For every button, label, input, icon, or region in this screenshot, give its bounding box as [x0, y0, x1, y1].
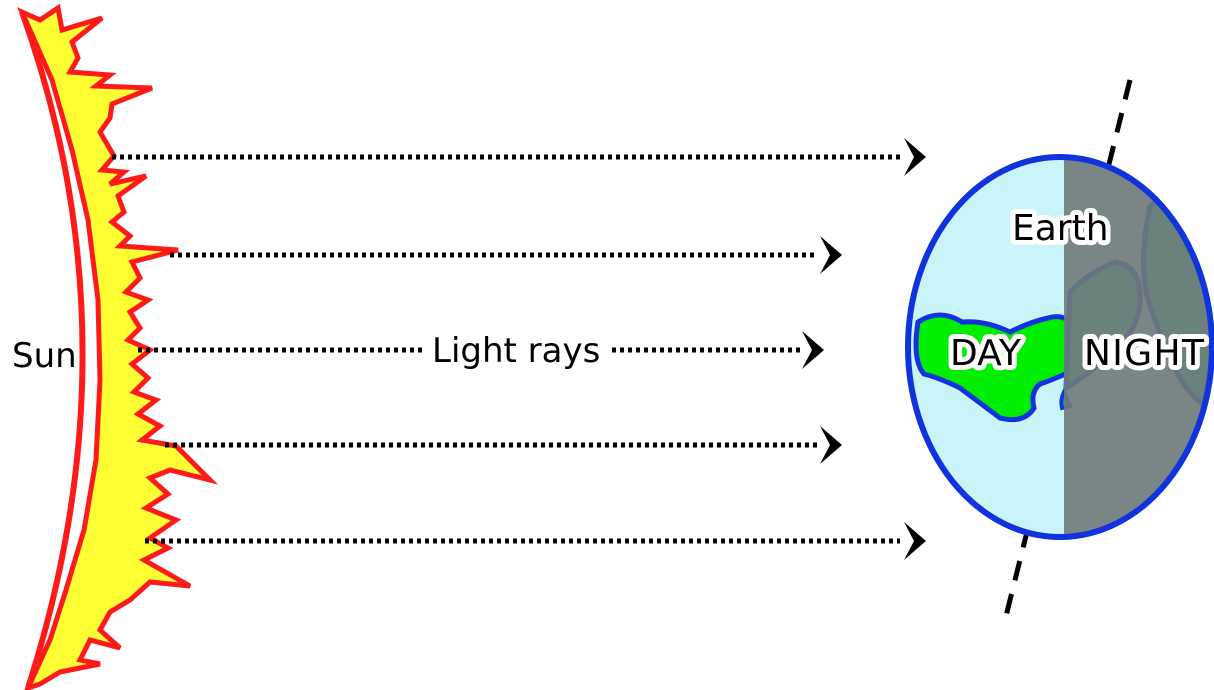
day-label: DAY — [950, 333, 1022, 374]
night-label: NIGHT — [1084, 333, 1205, 374]
arrowhead-2 — [820, 236, 842, 274]
arrowhead-4 — [820, 426, 842, 464]
light-rays-label: Light rays — [432, 331, 600, 371]
axis-top — [1108, 80, 1130, 168]
earth-label: Earth — [1012, 208, 1109, 249]
arrowhead-5 — [904, 522, 926, 560]
sun-label: Sun — [12, 336, 77, 376]
arrowhead-3 — [802, 331, 824, 369]
axis-bottom — [1004, 528, 1028, 624]
arrowhead-1 — [904, 138, 926, 176]
